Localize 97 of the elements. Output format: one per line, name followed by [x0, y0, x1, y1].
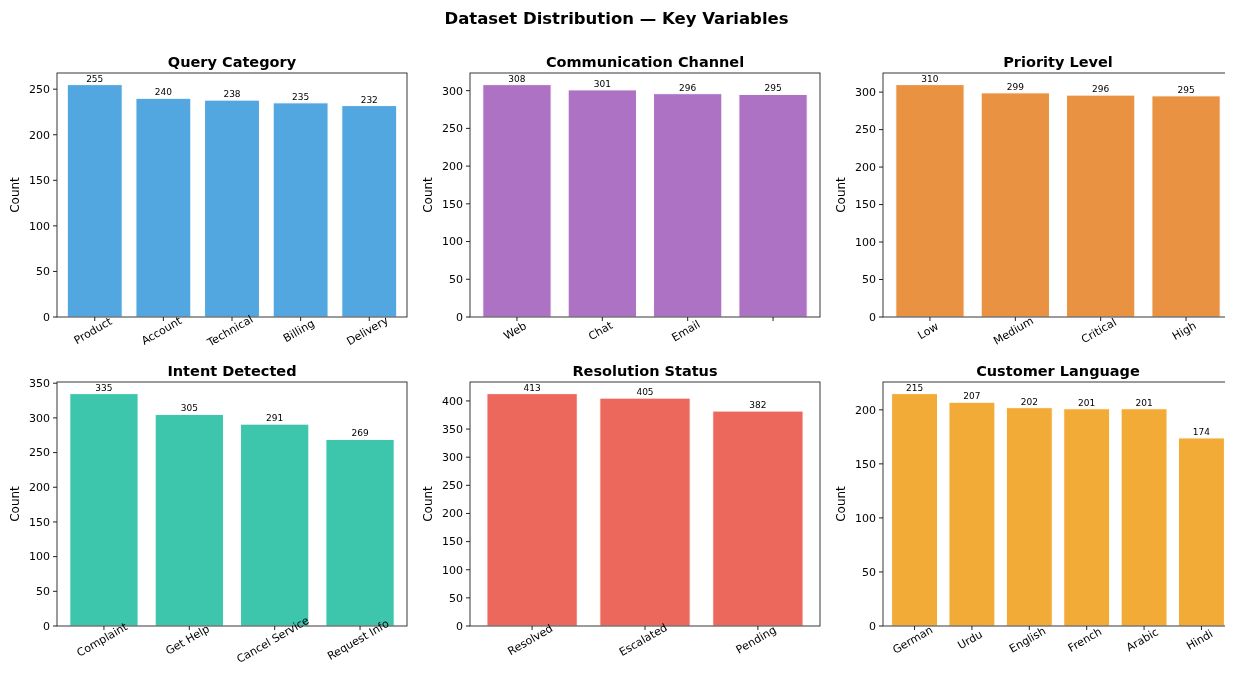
y-tick-label: 200 — [855, 403, 876, 417]
data-label: 207 — [963, 391, 981, 402]
data-label: 240 — [154, 87, 173, 98]
data-label: 295 — [1177, 84, 1195, 95]
y-tick-label: 250 — [442, 479, 463, 493]
y-tick-label: 100 — [442, 235, 463, 249]
data-label: 235 — [292, 91, 310, 102]
x-tick-label: High — [1170, 319, 1199, 343]
y-tick-label: 200 — [442, 159, 463, 173]
y-tick-label: 300 — [29, 411, 50, 425]
y-tick-label: 400 — [442, 394, 463, 408]
data-label: 291 — [266, 413, 284, 424]
y-tick-label: 150 — [442, 197, 463, 211]
x-tick-label: Urdu — [955, 627, 985, 653]
y-tick-label: 50 — [862, 273, 876, 287]
bar — [341, 105, 398, 318]
chart-title: Customer Language — [976, 363, 1140, 379]
data-label: 232 — [360, 94, 378, 105]
y-tick-label: 300 — [855, 85, 876, 99]
y-tick-label: 200 — [442, 507, 463, 521]
y-tick-label: 100 — [29, 219, 50, 233]
y-tick-label: 50 — [36, 265, 50, 279]
data-label: 201 — [1135, 397, 1153, 408]
data-label: 295 — [764, 83, 782, 94]
data-label: 405 — [636, 387, 654, 398]
data-label: 335 — [95, 382, 113, 393]
y-tick-label: 0 — [456, 619, 463, 633]
data-label: 269 — [351, 428, 369, 439]
y-tick-label: 200 — [29, 481, 50, 495]
data-label: 413 — [523, 382, 541, 393]
y-tick-label: 0 — [869, 310, 876, 324]
y-axis-title: Count — [8, 485, 22, 522]
data-label: 201 — [1078, 397, 1096, 408]
bar — [66, 84, 123, 318]
data-label: 238 — [223, 89, 241, 100]
y-tick-label: 350 — [29, 377, 50, 391]
y-tick-label: 50 — [36, 585, 50, 599]
y-tick-label: 100 — [855, 511, 876, 525]
bar — [1120, 408, 1168, 627]
y-tick-label: 250 — [855, 123, 876, 137]
chart-title: Intent Detected — [167, 363, 297, 379]
y-tick-label: 250 — [442, 122, 463, 136]
y-axis-title: Count — [8, 176, 22, 213]
x-tick-label: Chat — [586, 318, 616, 344]
y-axis-title: Count — [834, 176, 848, 213]
data-label: 255 — [86, 73, 104, 84]
chart-title: Query Category — [167, 54, 297, 70]
data-label: 202 — [1020, 396, 1038, 407]
y-tick-label: 250 — [29, 83, 50, 97]
data-label: 305 — [180, 403, 198, 414]
y-tick-label: 0 — [869, 619, 876, 633]
chart-title: Resolution Status — [572, 363, 718, 379]
y-tick-label: 0 — [456, 310, 463, 324]
bar — [154, 413, 224, 627]
y-tick-label: 100 — [442, 563, 463, 577]
y-tick-label: 150 — [29, 174, 50, 188]
data-label: 310 — [921, 73, 939, 84]
y-axis-title: Count — [421, 176, 435, 213]
data-label: 382 — [749, 400, 767, 411]
y-tick-label: 150 — [855, 457, 876, 471]
y-tick-label: 300 — [442, 451, 463, 465]
y-tick-label: 50 — [449, 591, 463, 605]
data-label: 308 — [508, 73, 526, 84]
data-label: 296 — [1092, 84, 1110, 95]
bar — [891, 393, 939, 627]
text: Dataset Distribution — Key Variables — [444, 9, 789, 28]
y-tick-label: 0 — [43, 310, 50, 324]
y-tick-label: 100 — [855, 235, 876, 249]
bar — [1005, 407, 1053, 627]
chart-title: Communication Channel — [545, 54, 745, 70]
y-tick-label: 100 — [29, 550, 50, 564]
bar — [135, 97, 192, 318]
data-label: 301 — [593, 78, 611, 89]
y-tick-label: 50 — [449, 273, 463, 287]
chart-title: Priority Level — [1003, 54, 1113, 70]
y-tick-label: 150 — [442, 535, 463, 549]
bar — [948, 401, 996, 627]
y-axis-title: Count — [421, 485, 435, 522]
y-tick-label: 200 — [29, 128, 50, 142]
data-label: 215 — [905, 382, 924, 393]
x-tick-label: Low — [915, 319, 941, 343]
y-tick-label: 300 — [442, 84, 463, 98]
y-tick-label: 0 — [43, 619, 50, 633]
data-label: 296 — [679, 82, 697, 93]
y-tick-label: 150 — [29, 515, 50, 529]
y-tick-label: 150 — [855, 198, 876, 212]
x-tick-label: Web — [501, 319, 529, 343]
data-label: 299 — [1006, 81, 1025, 92]
y-tick-label: 50 — [862, 565, 876, 579]
x-tick-label: Get Help — [163, 622, 212, 658]
y-tick-label: 250 — [29, 446, 50, 460]
bar — [1063, 408, 1111, 627]
y-axis-title: Count — [834, 485, 848, 522]
y-tick-label: 200 — [855, 160, 876, 174]
data-label: 174 — [1192, 426, 1211, 437]
y-tick-label: 350 — [442, 422, 463, 436]
bar — [272, 102, 329, 318]
